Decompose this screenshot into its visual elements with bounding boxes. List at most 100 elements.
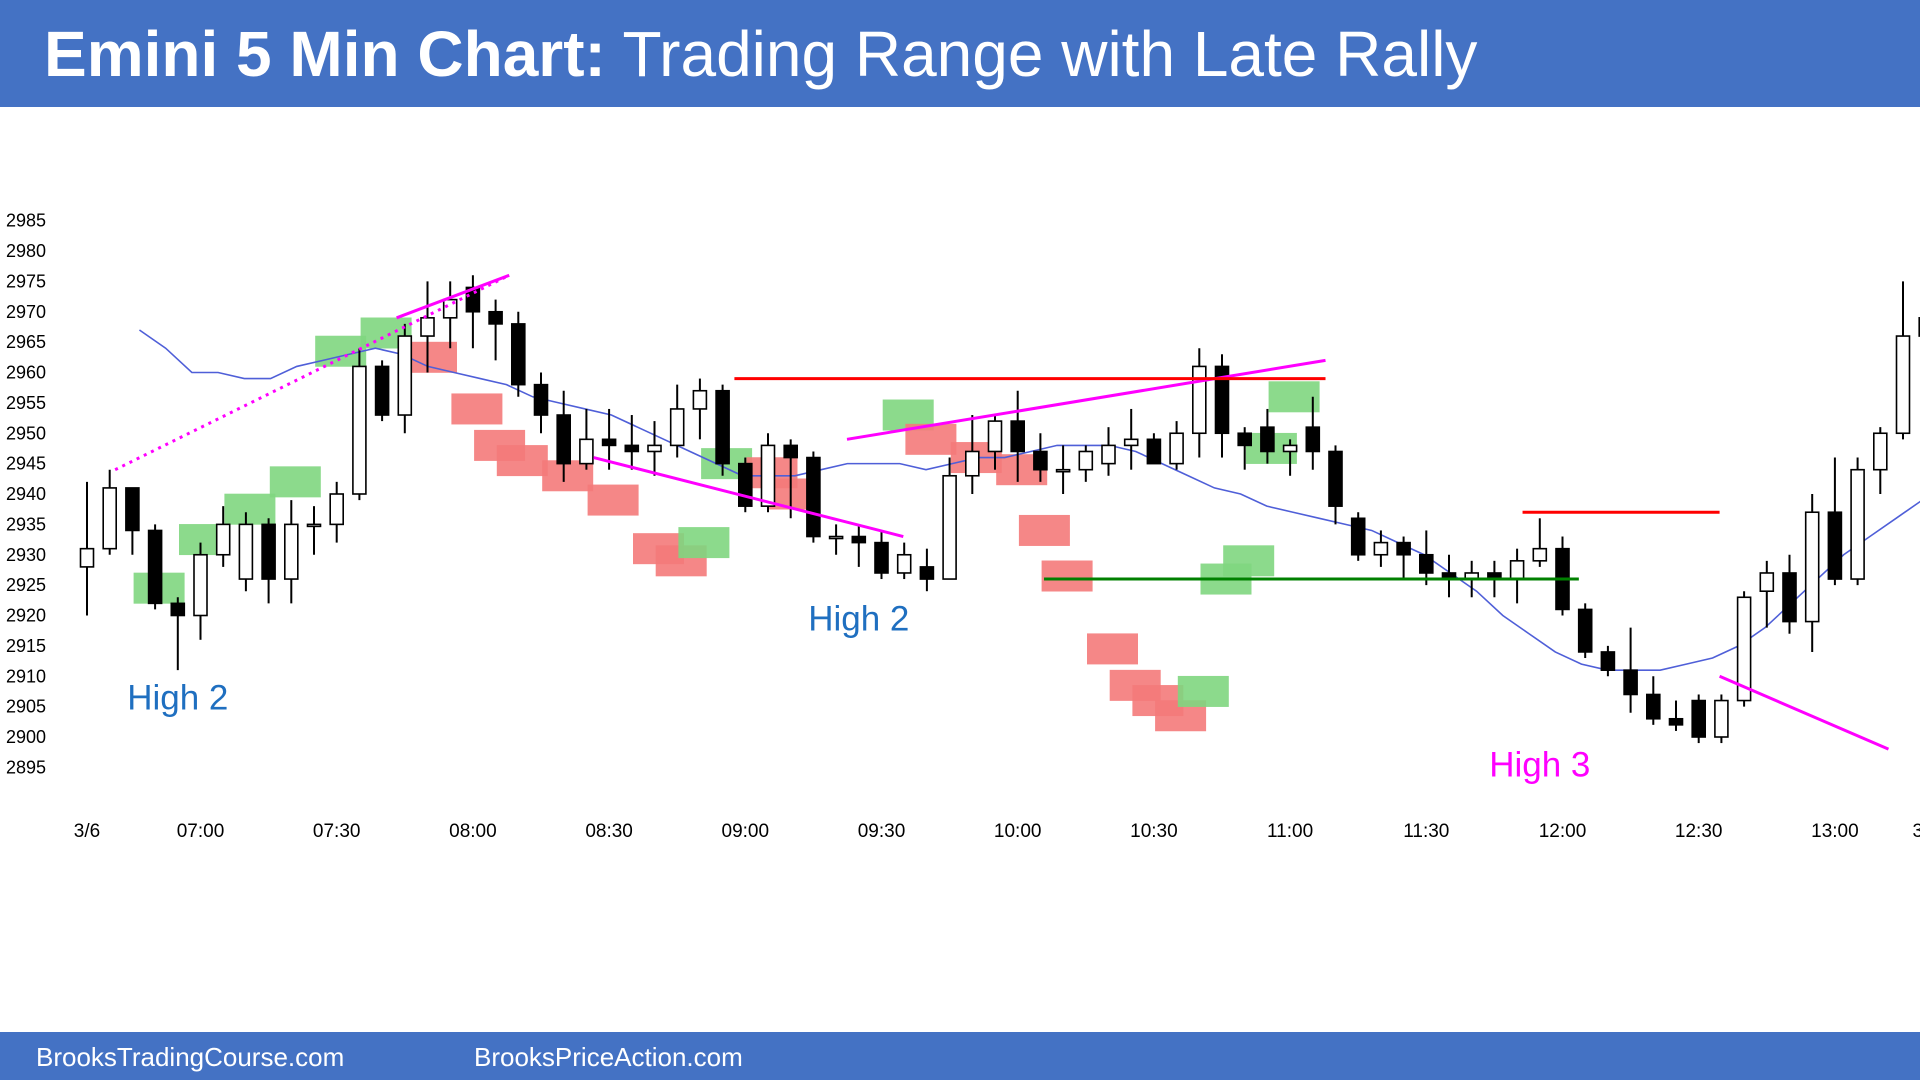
y-tick-label: 2965 [6,332,46,352]
bear-signal-highlight [1087,633,1138,665]
candle [806,451,821,543]
x-tick-label: 07:30 [313,821,361,842]
candle [556,390,572,482]
x-tick-label: 10:00 [994,821,1042,842]
bear-candle-body [1237,432,1252,447]
bear-signal-highlight [496,445,548,477]
x-tick-label: 09:30 [858,821,906,842]
candle [1441,554,1457,598]
bull-candle-body [987,420,1003,453]
bull-candle-body [828,535,844,540]
bull-candle-body [1850,468,1865,580]
candle [1282,439,1298,476]
bear-candle-body [170,602,186,617]
x-tick-label: 11:30 [1403,821,1449,842]
bear-candle-body [1577,608,1593,653]
trendline-line [1718,674,1890,751]
candle [1305,396,1321,470]
x-tick-label: 13:00 [1811,821,1859,842]
footer-right-link[interactable]: BrooksPriceAction.com [474,1042,743,1072]
candle [147,524,163,610]
candle [1078,445,1094,482]
annotation-label: High 2 [127,679,228,718]
y-tick-label: 2960 [6,363,46,383]
bear-candle-body [1146,438,1162,465]
bull-candle-body [760,444,776,507]
bear-candle-body [715,389,730,465]
bear-candle-body [919,566,935,580]
footer-left-link[interactable]: BrooksTradingCourse.com [36,1042,345,1072]
candle [170,597,186,671]
candle [964,415,980,494]
bull-candle-body [1192,365,1207,435]
candle [1532,518,1548,567]
bull-candle-body [1736,596,1752,702]
bear-candle-body [1328,450,1343,507]
bear-candle-body [1691,699,1706,738]
bull-candle-body [1532,547,1548,562]
y-tick-label: 2945 [6,454,46,474]
bull-signal-highlight [1177,675,1229,707]
bull-candle-body [1055,468,1071,473]
candle [1396,536,1411,580]
y-tick-label: 2940 [6,484,46,504]
bear-candle-body [624,444,640,453]
candle [1759,560,1775,628]
x-tick-label: 12:30 [1675,821,1723,842]
bull-signal-highlight [315,335,367,367]
candle [1260,408,1275,464]
trendline-line [396,273,510,320]
candle [1623,627,1638,713]
y-tick-label: 2930 [6,545,46,565]
x-tick-label: 09:00 [722,821,770,842]
bull-candle-body [397,335,413,416]
x-tick-label: 12:00 [1539,821,1587,842]
candle [1033,433,1048,482]
candle [261,518,276,604]
candle [942,457,957,580]
candle [760,433,776,513]
bull-signal-highlight [269,466,321,498]
y-tick-label: 2925 [6,575,46,595]
candle [1350,512,1366,561]
candle [1146,433,1162,465]
candle [1555,536,1570,616]
bear-candle-body [1305,426,1321,453]
y-tick-label: 2970 [6,302,46,322]
candle [1192,348,1207,458]
bull-signal-highlight [678,527,730,559]
bear-candle-body [1782,572,1797,623]
candle [669,384,685,458]
x-tick-label: 07:00 [177,821,225,842]
bull-candle-body [1895,335,1911,435]
bull-candle-body [1714,699,1729,738]
bear-candle-body [147,529,163,605]
trendline-line [846,358,1326,441]
bull-candle-body [193,553,208,617]
candle [79,481,95,616]
bear-candle-body [1419,553,1434,574]
title-banner: Emini 5 Min Chart: Trading Range with La… [0,0,1920,107]
candle [1714,694,1729,744]
y-tick-label: 2985 [6,211,46,231]
price-bars [79,275,1920,744]
bear-candle-body [533,383,549,416]
candle [238,512,254,592]
candle [510,311,526,397]
candle [1668,700,1684,731]
candle [1101,427,1116,476]
candle [1055,445,1071,494]
bull-candle-body [1169,432,1184,465]
candle [306,506,322,555]
bear-candle-body [1646,693,1661,720]
y-tick-label: 2905 [6,697,46,717]
bull-candle-body [420,317,435,337]
candle [579,408,594,470]
bull-candle-body [1282,444,1298,453]
y-tick-label: 2895 [6,757,46,777]
candle [215,506,231,567]
bull-candle-body [1759,572,1775,593]
bull-candle-body [1101,444,1116,465]
bull-candle-body [306,523,322,528]
candle [1419,530,1434,586]
